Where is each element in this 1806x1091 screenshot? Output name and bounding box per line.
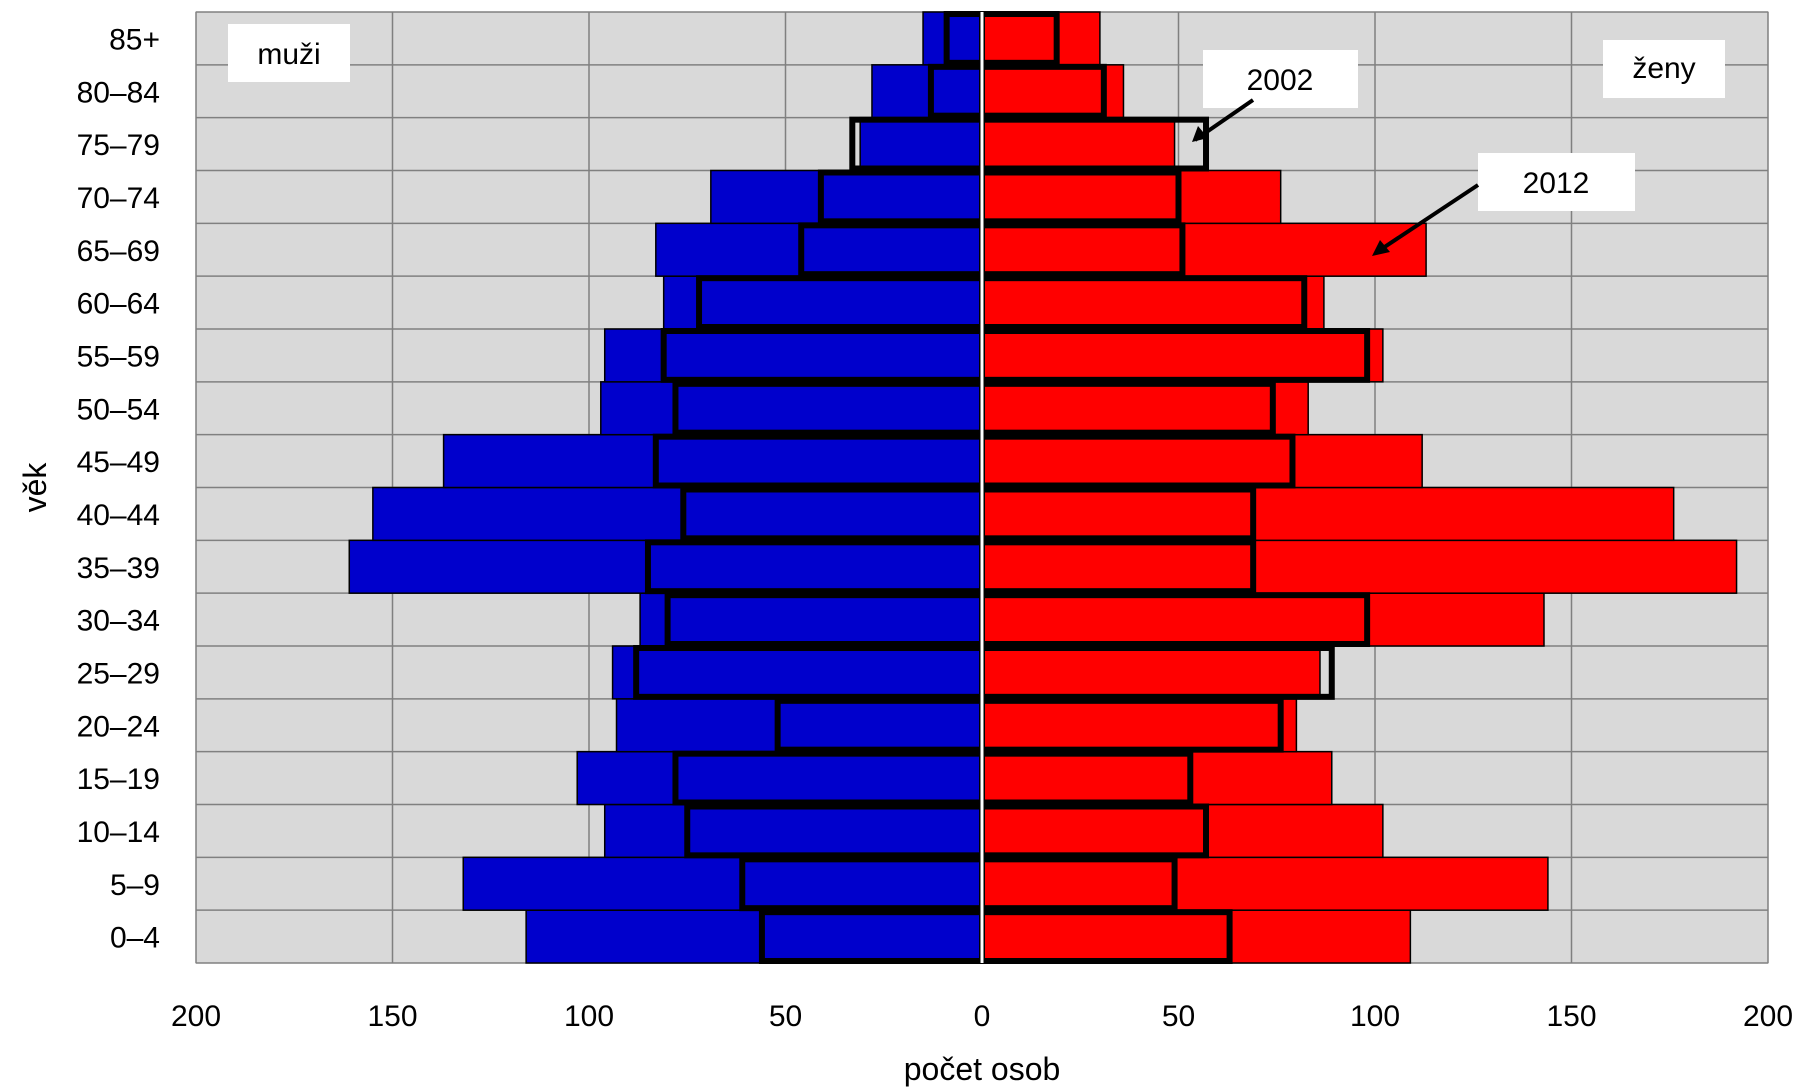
bar-2012-right-25–29 [981, 645, 1321, 700]
bar-2012-right-10–14 [981, 803, 1384, 859]
x-tick-label: 150 [1546, 1000, 1596, 1033]
bar-2012-left-60–64 [662, 275, 983, 330]
bar-2012-right-55–59 [981, 328, 1384, 383]
bar-2012-left-35–39 [348, 539, 983, 594]
x-tick-label: 50 [769, 1000, 802, 1033]
bar-2012-right-30–34 [981, 592, 1545, 647]
bar-2012-right-0–4 [981, 909, 1412, 964]
bar-2012-left-80–84 [871, 64, 983, 119]
bar-2012-left-20–24 [615, 698, 983, 753]
year-2002-arrowhead [1192, 126, 1208, 142]
bar-2012-right-85+ [981, 11, 1101, 66]
bar-2012-right-35–39 [981, 539, 1738, 594]
bar-2012-right-20–24 [981, 698, 1298, 753]
bar-2012-right-60–64 [981, 275, 1325, 330]
men-label-box: muži [228, 24, 350, 82]
bar-2012-right-70–74 [981, 169, 1282, 225]
bar-2012-left-75–79 [859, 116, 983, 172]
bar-2012-right-65–69 [981, 222, 1427, 277]
y-tick-label: 10–14 [77, 816, 160, 849]
x-tick-label: 100 [564, 1000, 614, 1033]
year-2002-arrow [1193, 98, 1255, 142]
men-label: muži [257, 38, 320, 71]
y-axis-tick-labels: 0–4 5–9 10–14 15–19 20–24 25–29 30–34 35–39 40–4… [77, 23, 160, 954]
y-tick-label: 55–59 [77, 340, 160, 373]
year-2012-arrow [1378, 183, 1480, 252]
y-tick-label: 70–74 [77, 182, 160, 215]
bar-2012-left-0–4 [525, 909, 983, 964]
y-tick-label: 80–84 [77, 76, 160, 109]
y-tick-label: 65–69 [77, 235, 160, 268]
bar-2012-left-85+ [922, 11, 983, 66]
bar-2012-right-40–44 [981, 486, 1675, 542]
y-tick-label: 35–39 [77, 552, 160, 585]
y-tick-label: 85+ [109, 23, 160, 56]
y-tick-label: 25–29 [77, 657, 160, 690]
bar-2012-left-65–69 [655, 222, 983, 277]
bar-2012-left-15–19 [576, 750, 983, 806]
year-2012-label: 2012 [1523, 167, 1590, 200]
y-tick-label: 50–54 [77, 393, 160, 426]
bar-2012-left-40–44 [372, 486, 983, 542]
y-tick-label: 20–24 [77, 710, 160, 743]
bar-2012-left-70–74 [710, 169, 983, 225]
bar-2012-left-25–29 [611, 645, 983, 700]
y-tick-label: 40–44 [77, 499, 160, 532]
y-tick-label: 45–49 [77, 446, 160, 479]
y-tick-label: 60–64 [77, 288, 160, 321]
year-2002-callout: 2002 [1192, 50, 1358, 142]
year-2002-label: 2002 [1247, 64, 1314, 97]
bar-2012-right-5–9 [981, 856, 1549, 911]
bar-2012-left-50–54 [600, 381, 983, 436]
x-tick-label: 200 [1743, 1000, 1793, 1033]
y-axis-title: věk [17, 462, 53, 513]
women-label: ženy [1632, 52, 1695, 85]
x-tick-label: 50 [1162, 1000, 1195, 1033]
bar-2012-left-30–34 [639, 592, 983, 647]
y-tick-label: 0–4 [110, 922, 160, 955]
year-2012-arrowhead [1372, 240, 1390, 256]
year-2012-callout: 2012 [1372, 153, 1635, 256]
x-axis-tick-labels: 200 150 100 50 0 50 100 150 200 [171, 1000, 1793, 1033]
x-tick-label: 150 [367, 1000, 417, 1033]
x-tick-label: 0 [974, 1000, 991, 1033]
y-tick-label: 75–79 [77, 129, 160, 162]
bar-2012-right-45–49 [981, 433, 1423, 489]
x-axis-title: počet osob [904, 1051, 1061, 1087]
bar-2012-right-75–79 [981, 116, 1176, 172]
y-tick-label: 5–9 [110, 869, 160, 902]
bar-2012-left-5–9 [462, 856, 983, 911]
bar-2012-left-10–14 [603, 803, 983, 859]
bar-2012-left-45–49 [442, 433, 983, 489]
y-tick-label: 30–34 [77, 605, 160, 638]
x-tick-label: 200 [171, 1000, 221, 1033]
bar-2012-right-15–19 [981, 750, 1333, 806]
y-tick-label: 15–19 [77, 763, 160, 796]
bar-2012-right-80–84 [981, 64, 1125, 119]
bar-2012-right-50–54 [981, 381, 1309, 436]
x-tick-label: 100 [1350, 1000, 1400, 1033]
bars-2012 [348, 11, 1738, 964]
women-label-box: ženy [1603, 40, 1725, 98]
